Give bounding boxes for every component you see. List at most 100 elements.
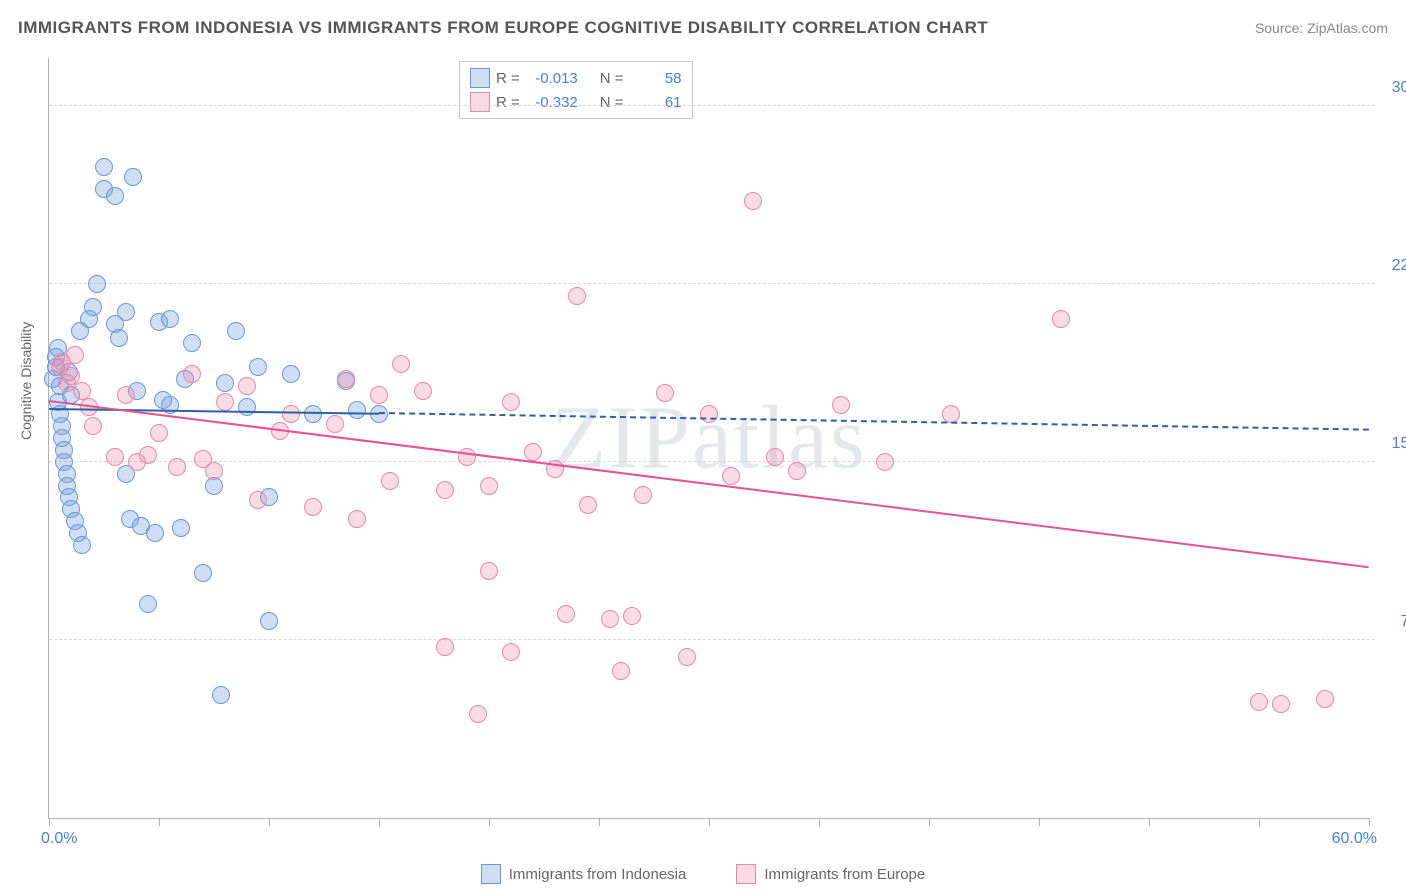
scatter-point — [348, 401, 366, 419]
scatter-point — [832, 396, 850, 414]
x-tick — [379, 818, 380, 826]
scatter-point — [469, 705, 487, 723]
scatter-point — [524, 443, 542, 461]
scatter-point — [146, 524, 164, 542]
legend-stats-box: R = -0.013 N = 58 R = -0.332 N = 61 — [459, 61, 693, 119]
scatter-point — [1316, 690, 1334, 708]
scatter-point — [436, 481, 454, 499]
gridline — [49, 639, 1375, 640]
scatter-point — [634, 486, 652, 504]
swatch-icon — [470, 68, 490, 88]
scatter-point — [95, 158, 113, 176]
y-tick-label: 15.0% — [1377, 435, 1406, 453]
scatter-chart: ZIPatlas R = -0.013 N = 58 R = -0.332 N … — [48, 58, 1369, 819]
x-tick — [1259, 818, 1260, 826]
scatter-point — [788, 462, 806, 480]
scatter-point — [1250, 693, 1268, 711]
n-label: N = — [600, 70, 624, 87]
scatter-point — [124, 168, 142, 186]
scatter-point — [304, 498, 322, 516]
legend-stats-row: R = -0.332 N = 61 — [470, 90, 682, 114]
x-tick — [929, 818, 930, 826]
scatter-point — [612, 662, 630, 680]
legend-label: Immigrants from Indonesia — [509, 866, 687, 883]
scatter-point — [414, 382, 432, 400]
scatter-point — [700, 405, 718, 423]
y-tick-label: 30.0% — [1377, 79, 1406, 97]
scatter-point — [238, 398, 256, 416]
watermark: ZIPatlas — [551, 387, 867, 490]
y-tick-label: 22.5% — [1377, 257, 1406, 275]
scatter-point — [282, 365, 300, 383]
x-tick — [709, 818, 710, 826]
scatter-point — [161, 310, 179, 328]
scatter-point — [502, 643, 520, 661]
scatter-point — [370, 386, 388, 404]
scatter-point — [106, 448, 124, 466]
scatter-point — [73, 382, 91, 400]
scatter-point — [348, 510, 366, 528]
y-axis-title: Cognitive Disability — [18, 322, 34, 440]
scatter-point — [326, 415, 344, 433]
scatter-point — [282, 405, 300, 423]
scatter-point — [1272, 695, 1290, 713]
n-value: 58 — [630, 70, 682, 87]
legend-entry: Immigrants from Europe — [736, 864, 925, 884]
scatter-point — [678, 648, 696, 666]
scatter-point — [84, 298, 102, 316]
r-label: R = — [496, 94, 520, 111]
scatter-point — [216, 393, 234, 411]
scatter-point — [568, 287, 586, 305]
scatter-point — [722, 467, 740, 485]
scatter-point — [744, 192, 762, 210]
scatter-point — [249, 491, 267, 509]
gridline — [49, 461, 1375, 462]
scatter-point — [458, 448, 476, 466]
swatch-icon — [470, 92, 490, 112]
scatter-point — [601, 610, 619, 628]
scatter-point — [168, 458, 186, 476]
x-tick — [269, 818, 270, 826]
scatter-point — [84, 417, 102, 435]
x-tick — [49, 818, 50, 826]
scatter-point — [304, 405, 322, 423]
r-value: -0.332 — [526, 94, 578, 111]
n-label: N = — [600, 94, 624, 111]
scatter-point — [1052, 310, 1070, 328]
scatter-point — [337, 370, 355, 388]
legend-stats-row: R = -0.013 N = 58 — [470, 66, 682, 90]
scatter-point — [139, 595, 157, 613]
x-axis-max-label: 60.0% — [1332, 830, 1377, 848]
scatter-point — [172, 519, 190, 537]
legend-label: Immigrants from Europe — [764, 866, 925, 883]
legend-entry: Immigrants from Indonesia — [481, 864, 687, 884]
scatter-point — [766, 448, 784, 466]
scatter-point — [117, 303, 135, 321]
scatter-point — [392, 355, 410, 373]
scatter-point — [480, 562, 498, 580]
scatter-point — [623, 607, 641, 625]
scatter-point — [238, 377, 256, 395]
x-tick — [159, 818, 160, 826]
x-tick — [1369, 818, 1370, 826]
swatch-icon — [736, 864, 756, 884]
scatter-point — [480, 477, 498, 495]
scatter-point — [194, 564, 212, 582]
legend-bottom: Immigrants from Indonesia Immigrants fro… — [0, 864, 1406, 884]
x-tick — [1149, 818, 1150, 826]
scatter-point — [117, 386, 135, 404]
scatter-point — [183, 334, 201, 352]
chart-title: IMMIGRANTS FROM INDONESIA VS IMMIGRANTS … — [18, 18, 988, 38]
x-axis-min-label: 0.0% — [41, 830, 77, 848]
scatter-point — [656, 384, 674, 402]
scatter-point — [249, 358, 267, 376]
scatter-point — [502, 393, 520, 411]
swatch-icon — [481, 864, 501, 884]
x-tick — [599, 818, 600, 826]
scatter-point — [110, 329, 128, 347]
scatter-point — [381, 472, 399, 490]
scatter-point — [216, 374, 234, 392]
trend-line-extrapolated — [379, 412, 1369, 431]
r-label: R = — [496, 70, 520, 87]
gridline — [49, 105, 1375, 106]
